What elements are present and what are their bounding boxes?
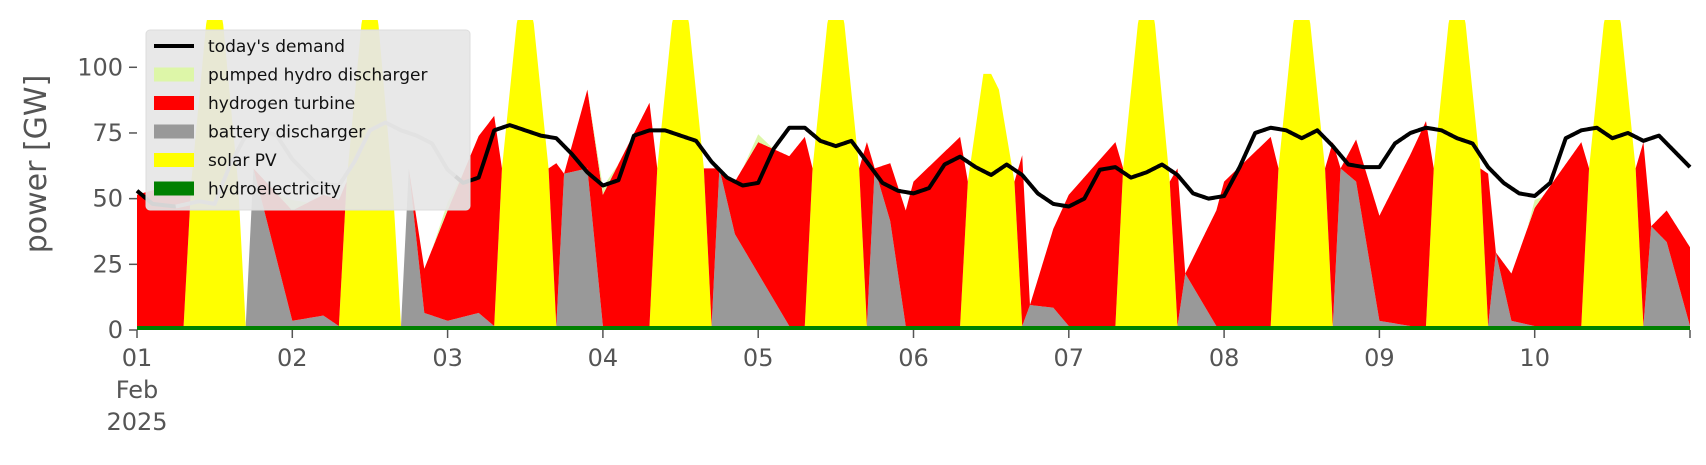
legend-swatch (154, 96, 194, 110)
x-tick-label: 10 (1519, 344, 1550, 372)
area-hydroelectricity (137, 326, 1690, 330)
y-tick-label: 50 (92, 185, 123, 213)
x-tick-label: Feb (116, 376, 159, 404)
x-tick-label: 07 (1054, 344, 1085, 372)
x-tick-label: 01 (122, 344, 153, 372)
legend-label: solar PV (208, 151, 277, 171)
y-axis-label: power [GW] (19, 75, 54, 254)
legend-label: battery discharger (208, 123, 365, 143)
x-tick-label: 08 (1209, 344, 1240, 372)
areas-layer (137, 20, 1690, 330)
legend-swatch (154, 124, 194, 139)
y-tick-label: 75 (92, 119, 123, 147)
legend-label: today's demand (208, 37, 345, 57)
x-tick-label: 04 (588, 344, 619, 372)
x-tick-label: 02 (277, 344, 308, 372)
area-solar-pv (137, 20, 1690, 327)
x-tick-label: 09 (1364, 344, 1395, 372)
area-hydrogen-turbine (137, 20, 1690, 327)
legend-label: hydroelectricity (208, 180, 341, 200)
x-tick-label: 06 (898, 344, 929, 372)
legend-label: pumped hydro discharger (208, 66, 427, 86)
y-tick-label: 25 (92, 250, 123, 278)
legend-box (145, 29, 471, 211)
x-tick-label: 03 (432, 344, 463, 372)
demand-line-segment (454, 123, 1692, 209)
legend-swatch (154, 67, 194, 82)
y-tick-label: 0 (108, 316, 123, 344)
legend-swatch (154, 181, 194, 196)
legend-swatch (154, 153, 194, 167)
axes-layer: 0 25 50 75 100 01 Feb 2025 02 03 04 05 06 07 08 09 10 (77, 53, 1691, 436)
legend: today's demand pumped hydro discharger hyd… (145, 29, 471, 211)
legend-label: hydrogen turbine (208, 94, 355, 114)
x-tick-label: 2025 (106, 408, 167, 436)
x-tick-label: 05 (743, 344, 774, 372)
y-tick-label: 100 (77, 53, 123, 81)
